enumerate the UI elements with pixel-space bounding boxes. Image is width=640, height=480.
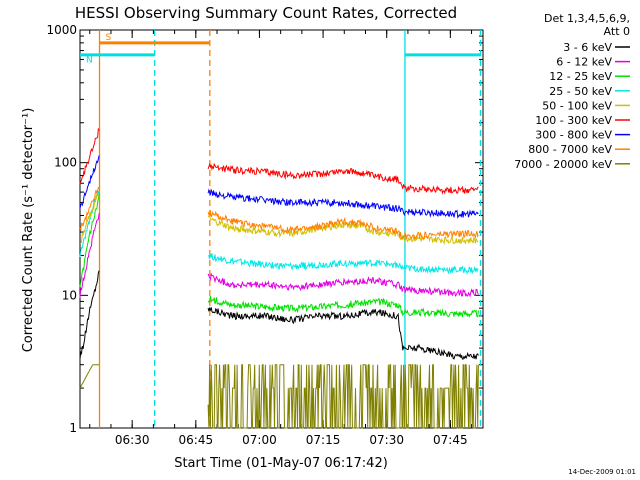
series-line bbox=[207, 306, 479, 360]
plot-frame bbox=[79, 29, 484, 429]
legend-label: 7000 - 20000 keV bbox=[514, 158, 612, 171]
series-line bbox=[207, 272, 479, 298]
chart-title: HESSI Observing Summary Count Rates, Cor… bbox=[75, 4, 457, 22]
y-tick-label: 10 bbox=[62, 288, 77, 302]
legend-label: 300 - 800 keV bbox=[535, 129, 612, 142]
series-line bbox=[79, 194, 100, 287]
y-axis-label: Corrected Count Rate (s⁻¹ detector⁻¹) bbox=[21, 108, 36, 353]
x-tick-label: 07:00 bbox=[242, 433, 277, 447]
series-line bbox=[207, 215, 479, 246]
x-axis-label: Start Time (01-May-07 06:17:42) bbox=[174, 456, 388, 471]
series-line bbox=[79, 127, 100, 184]
flag-label: N bbox=[86, 55, 93, 65]
legend-label: 3 - 6 keV bbox=[563, 41, 612, 54]
series-line bbox=[79, 270, 100, 359]
x-tick-label: 06:30 bbox=[115, 433, 150, 447]
y-tick-label: 1 bbox=[69, 421, 77, 435]
y-tick-label: 100 bbox=[54, 156, 77, 170]
y-tick-label: 1000 bbox=[46, 23, 77, 37]
x-tick-label: 07:45 bbox=[433, 433, 468, 447]
legend-header-1: Det 1,3,4,5,6,9, bbox=[544, 12, 630, 25]
legend-label: 6 - 12 keV bbox=[556, 56, 612, 69]
series-line bbox=[79, 190, 100, 257]
series-line bbox=[207, 295, 479, 318]
series-line bbox=[79, 155, 100, 209]
x-tick-label: 07:30 bbox=[369, 433, 404, 447]
series-line bbox=[79, 364, 100, 389]
series bbox=[79, 127, 479, 429]
series-line bbox=[207, 188, 479, 219]
legend-label: 100 - 300 keV bbox=[535, 114, 612, 127]
legend-header-2: Att 0 bbox=[604, 25, 630, 38]
markers: SN bbox=[80, 30, 482, 428]
legend-label: 50 - 100 keV bbox=[542, 99, 612, 112]
legend-label: 800 - 7000 keV bbox=[528, 143, 612, 156]
x-tick-label: 06:45 bbox=[179, 433, 214, 447]
series-line bbox=[207, 162, 479, 195]
footer-date: 14-Dec-2009 01:01 bbox=[568, 468, 636, 476]
legend: Det 1,3,4,5,6,9, Att 0 3 - 6 keV 6 - 12 k… bbox=[514, 12, 630, 171]
x-tick-label: 07:15 bbox=[306, 433, 341, 447]
y-axis: 1 10 100 1000 bbox=[46, 23, 483, 435]
series-line bbox=[207, 364, 479, 429]
legend-label: 25 - 50 keV bbox=[549, 85, 612, 98]
flag-label: S bbox=[106, 33, 112, 43]
series-line bbox=[79, 213, 100, 298]
series-line bbox=[207, 210, 479, 241]
series-line bbox=[79, 193, 100, 245]
series-line bbox=[208, 253, 479, 275]
series-line bbox=[79, 186, 100, 232]
legend-label: 12 - 25 keV bbox=[549, 70, 612, 83]
